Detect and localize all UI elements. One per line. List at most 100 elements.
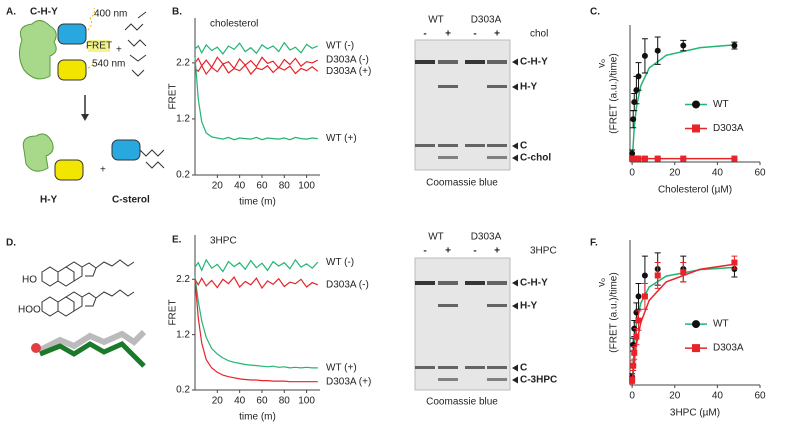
legend-label: WT	[713, 319, 729, 330]
panel-label: D.	[6, 238, 16, 249]
band-pointer	[512, 83, 518, 91]
legend-label: WT	[713, 99, 729, 110]
lane-sign: -	[473, 29, 476, 40]
gel-caption: Coomassie blue	[426, 397, 498, 408]
point	[641, 155, 648, 162]
x-tick-label: 0	[629, 168, 635, 179]
series-label: WT (-)	[326, 41, 354, 52]
gel-band	[487, 366, 507, 369]
band-label: C	[520, 141, 527, 152]
x-tick-label: 40	[712, 391, 724, 402]
x-tick-label: 60	[754, 168, 766, 179]
series-label: D303A (-)	[326, 279, 369, 290]
gel-band	[438, 156, 458, 159]
gel-band	[465, 144, 485, 147]
x-tick-label: 20	[212, 396, 224, 407]
protein-domain	[18, 20, 57, 80]
band-pointer	[512, 154, 518, 162]
gel-band	[438, 378, 458, 381]
plus: +	[116, 45, 122, 56]
series-label: WT (+)	[326, 133, 357, 144]
emission-label: 540 nm	[92, 59, 125, 70]
series-line	[194, 258, 319, 273]
series-label: D303A (-)	[326, 55, 369, 66]
cfp	[111, 139, 141, 161]
y-axis-label: (FRET (a.u.)/time)	[609, 272, 620, 352]
point	[629, 150, 636, 157]
gel-band	[438, 60, 458, 64]
lane-sign: -	[473, 246, 476, 257]
excitation-label: 400 nm	[94, 9, 127, 20]
gel-band	[487, 304, 507, 307]
overlay-gray	[38, 329, 147, 353]
point	[731, 42, 738, 49]
band-label: C	[520, 363, 527, 374]
point	[680, 155, 687, 162]
gel-band	[415, 144, 435, 147]
structure-label: HO	[22, 275, 37, 286]
series-label: WT (-)	[326, 257, 354, 268]
x-tick-label: 0	[629, 391, 635, 402]
lane-sign: +	[494, 246, 500, 257]
legend-label: D303A	[713, 343, 744, 354]
product-label: H-Y	[40, 195, 58, 206]
hydroxyl	[31, 343, 41, 353]
band-pointer	[512, 58, 518, 66]
y-tick-label: 0.2	[176, 385, 190, 396]
plus: +	[100, 165, 106, 176]
point	[635, 73, 642, 80]
gel-band	[438, 366, 458, 369]
treatment-label: 3HPC	[530, 246, 557, 257]
lane-sign: +	[445, 29, 451, 40]
band-label: H-Y	[520, 82, 538, 93]
lane-group: D303A	[471, 15, 502, 26]
treatment-label: chol	[530, 29, 548, 40]
band-pointer	[512, 364, 518, 372]
point	[635, 317, 642, 324]
point	[654, 47, 661, 54]
complex-label: C-H-Y	[30, 7, 58, 18]
point	[641, 293, 648, 300]
overlay-green	[39, 341, 146, 368]
y-tick-label: 2.2	[176, 57, 190, 68]
point	[680, 42, 687, 49]
series-line	[194, 41, 319, 55]
lane-sign: +	[494, 29, 500, 40]
gel-band	[487, 60, 507, 64]
cfp	[57, 23, 87, 45]
lane-group: D303A	[471, 232, 502, 243]
series-line	[194, 62, 319, 76]
x-tick-label: 100	[298, 396, 315, 407]
gel	[414, 257, 511, 391]
light-in	[87, 7, 95, 31]
legend-marker	[692, 320, 700, 329]
fret-label: FRET	[86, 41, 112, 52]
gel-band	[465, 366, 485, 369]
x-tick-label: 60	[754, 391, 766, 402]
structure-label: HOO	[18, 305, 41, 316]
lane-group: WT	[428, 15, 444, 26]
point	[631, 349, 638, 356]
y-axis-label: FRET	[168, 299, 179, 325]
cholesterol-skeleton	[41, 259, 135, 287]
chart-title: 3HPC	[210, 236, 237, 247]
fret-diagram	[18, 7, 165, 181]
band-pointer	[512, 376, 518, 384]
point	[635, 155, 642, 162]
legend-marker	[692, 100, 700, 109]
y-axis-label: FRET	[168, 83, 179, 109]
fit-curve	[631, 44, 735, 163]
band-label: C-H-Y	[520, 57, 548, 68]
band-label: H-Y	[520, 301, 538, 312]
y-tick-label: 1.2	[176, 329, 190, 340]
3hpc-skeleton	[41, 289, 135, 317]
gel-band	[438, 144, 458, 147]
gel-band	[487, 85, 507, 88]
lane-sign: -	[423, 246, 426, 257]
sterol-structures	[31, 259, 147, 368]
legend-marker	[692, 124, 700, 133]
light-out	[87, 59, 99, 69]
series-label: WT (+)	[326, 362, 357, 373]
point	[629, 377, 636, 384]
